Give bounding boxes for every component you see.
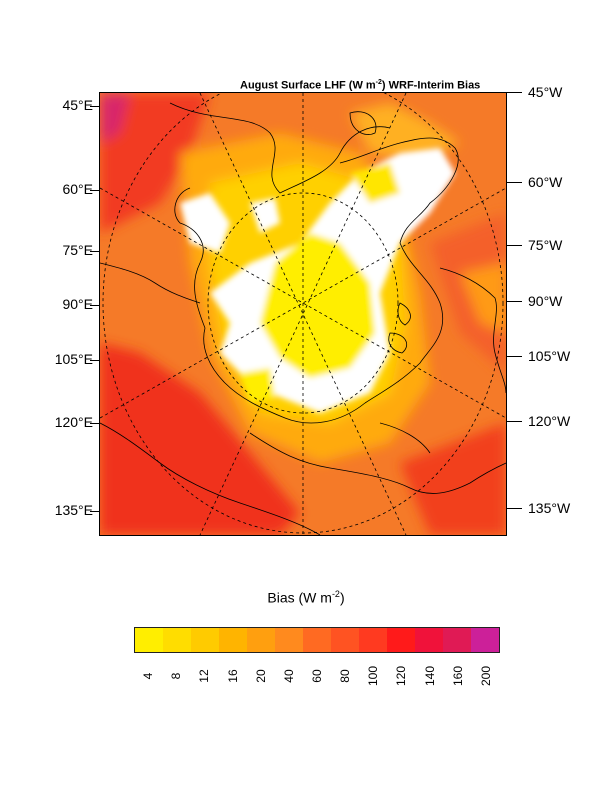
- colorbar-swatch: [191, 628, 219, 652]
- colorbar-title: Bias (W m-2): [0, 589, 612, 606]
- colorbar-tick-label: 80: [338, 669, 353, 683]
- lon-label-right: 105°W: [528, 348, 571, 364]
- lon-label-left: 90°E: [62, 296, 93, 312]
- colorbar-tick-label: 16: [225, 669, 240, 683]
- colorbar-swatch: [275, 628, 303, 652]
- lon-label-left: 105°E: [54, 351, 93, 367]
- lon-label-left: 135°E: [54, 502, 93, 518]
- colorbar-title-sup: -2: [331, 589, 340, 599]
- tick-right-75w: [507, 245, 522, 246]
- colorbar-tick-label: 60: [310, 669, 324, 683]
- colorbar-tick-label: 140: [422, 665, 437, 687]
- tick-right-90w: [507, 301, 522, 302]
- colorbar-swatch: [387, 628, 415, 652]
- tick-left-75e: [90, 251, 99, 252]
- map-title: August Surface LHF (W m-2) WRF-Interim B…: [240, 79, 480, 92]
- lon-label-right: 45°W: [528, 84, 563, 100]
- tick-left-45e: [90, 106, 99, 107]
- lon-label-right: 120°W: [528, 413, 571, 429]
- lon-label-left: 60°E: [62, 181, 93, 197]
- tick-left-105e: [90, 360, 99, 361]
- lon-label-right: 135°W: [528, 500, 571, 516]
- tick-right-105w: [507, 356, 522, 357]
- tick-left-90e: [90, 305, 99, 306]
- colorbar-title-suffix: ): [339, 589, 345, 606]
- tick-right-60w: [507, 182, 522, 183]
- map-title-sup: -2: [375, 79, 382, 86]
- colorbar-tick-label: 40: [281, 669, 296, 683]
- tick-left-135e: [90, 511, 99, 512]
- lon-label-left: 45°E: [62, 97, 93, 113]
- lon-label-right: 90°W: [528, 293, 563, 309]
- colorbar-swatch: [219, 628, 247, 652]
- colorbar: [134, 627, 500, 653]
- colorbar-swatch: [443, 628, 471, 652]
- colorbar-swatch: [163, 628, 191, 652]
- colorbar-tick-label: 4: [141, 672, 156, 680]
- tick-right-120w: [507, 421, 522, 422]
- tick-right-45w: [507, 92, 522, 93]
- colorbar-tick-label: 8: [169, 672, 184, 680]
- bias-map: [100, 93, 506, 535]
- lon-label-right: 75°W: [528, 237, 563, 253]
- colorbar-swatch: [331, 628, 359, 652]
- lon-label-left: 120°E: [54, 414, 93, 430]
- lon-label-right: 60°W: [528, 174, 563, 190]
- colorbar-swatch: [135, 628, 163, 652]
- colorbar-swatch: [471, 628, 499, 652]
- colorbar-tick-label: 12: [197, 669, 212, 683]
- lon-label-left: 75°E: [62, 242, 93, 258]
- map-title-prefix: August Surface LHF (W m: [240, 79, 376, 92]
- colorbar-swatch: [303, 628, 331, 652]
- map-title-suffix: ) WRF-Interim Bias: [381, 79, 481, 92]
- colorbar-tick-label: 20: [253, 669, 268, 683]
- colorbar-tick-label: 100: [366, 665, 381, 687]
- tick-left-120e: [90, 423, 99, 424]
- colorbar-swatch: [415, 628, 443, 652]
- tick-left-60e: [90, 190, 99, 191]
- colorbar-tick-label: 200: [478, 665, 493, 687]
- colorbar-tick-label: 160: [450, 665, 465, 687]
- colorbar-swatch: [359, 628, 387, 652]
- colorbar-title-prefix: Bias (W m: [267, 589, 332, 606]
- colorbar-tick-label: 120: [394, 665, 409, 687]
- map-panel: [99, 92, 507, 536]
- colorbar-swatch: [247, 628, 275, 652]
- tick-right-135w: [507, 508, 522, 509]
